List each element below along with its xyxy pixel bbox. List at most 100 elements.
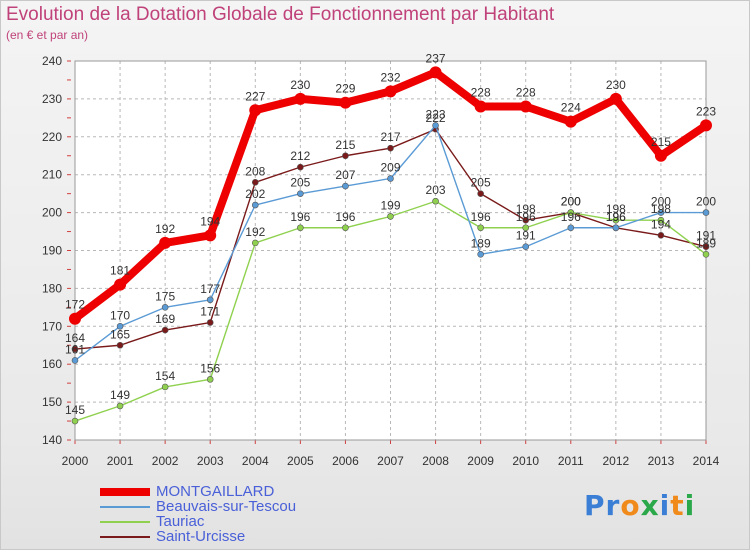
chart-subtitle: (en € et par an) bbox=[6, 28, 89, 42]
data-label: 224 bbox=[561, 101, 581, 115]
plot-area bbox=[75, 61, 706, 440]
plot-border bbox=[74, 60, 707, 441]
data-point bbox=[116, 402, 124, 410]
data-label: 189 bbox=[696, 236, 716, 250]
legend-swatch bbox=[100, 536, 150, 538]
data-point bbox=[294, 92, 307, 105]
data-point bbox=[249, 104, 262, 117]
y-tick-label: 190 bbox=[42, 244, 62, 258]
data-label: 205 bbox=[471, 176, 491, 190]
data-point bbox=[564, 115, 577, 128]
data-point bbox=[522, 243, 530, 251]
data-point bbox=[384, 85, 397, 98]
data-label: 209 bbox=[380, 160, 400, 174]
data-point bbox=[342, 152, 349, 160]
data-point bbox=[114, 278, 127, 291]
data-label: 145 bbox=[65, 403, 85, 417]
data-point bbox=[206, 296, 214, 304]
data-label: 196 bbox=[606, 210, 626, 224]
legend-label: MONTGAILLARD bbox=[156, 483, 275, 500]
data-point bbox=[477, 224, 484, 232]
data-point bbox=[206, 319, 214, 326]
y-tick-label: 200 bbox=[42, 206, 62, 220]
data-label: 202 bbox=[245, 187, 265, 201]
data-label: 237 bbox=[426, 51, 446, 65]
data-label: 169 bbox=[155, 312, 175, 326]
y-tick-label: 150 bbox=[42, 395, 62, 409]
data-point bbox=[657, 209, 665, 216]
x-tick-label: 2002 bbox=[152, 454, 179, 468]
data-label: 189 bbox=[471, 236, 491, 250]
x-tick-label: 2000 bbox=[62, 454, 89, 468]
data-label: 196 bbox=[471, 210, 491, 224]
data-label: 198 bbox=[606, 202, 626, 216]
data-point bbox=[387, 175, 394, 182]
x-tick-label: 2004 bbox=[242, 454, 269, 468]
data-label: 212 bbox=[290, 149, 310, 163]
x-tick-label: 2013 bbox=[648, 454, 675, 468]
data-label: 217 bbox=[380, 130, 400, 144]
legend-label: Saint-Urcisse bbox=[156, 528, 246, 545]
logo-letter: i bbox=[684, 489, 696, 522]
data-label: 228 bbox=[471, 85, 491, 99]
data-point bbox=[567, 224, 575, 232]
y-tick-label: 170 bbox=[42, 319, 62, 333]
data-point bbox=[612, 216, 620, 224]
data-point bbox=[339, 96, 352, 109]
data-label: 198 bbox=[651, 202, 671, 216]
data-label: 196 bbox=[335, 210, 355, 224]
data-point bbox=[251, 201, 259, 209]
legend-swatch bbox=[100, 521, 150, 523]
data-point bbox=[432, 197, 439, 205]
data-label: 170 bbox=[110, 308, 130, 322]
data-point bbox=[567, 209, 575, 216]
data-label: 227 bbox=[245, 89, 265, 103]
data-point bbox=[206, 376, 214, 383]
data-label: 161 bbox=[65, 342, 85, 356]
data-label: 207 bbox=[335, 168, 355, 182]
data-point bbox=[161, 304, 169, 311]
data-point bbox=[702, 243, 710, 251]
data-label: 194 bbox=[651, 217, 671, 231]
data-label: 196 bbox=[561, 210, 581, 224]
data-point bbox=[522, 224, 530, 232]
logo-letter: o bbox=[620, 489, 641, 522]
data-point bbox=[204, 229, 217, 242]
data-point bbox=[474, 100, 487, 113]
data-point bbox=[432, 122, 439, 129]
data-point bbox=[342, 182, 349, 190]
data-label: 194 bbox=[200, 214, 220, 228]
x-tick-label: 2008 bbox=[422, 454, 449, 468]
y-tick-label: 140 bbox=[42, 433, 62, 447]
data-label: 191 bbox=[696, 229, 716, 243]
data-label: 192 bbox=[245, 225, 265, 239]
data-label: 171 bbox=[200, 305, 220, 319]
data-point bbox=[702, 250, 710, 258]
data-label: 172 bbox=[65, 298, 85, 312]
data-label: 223 bbox=[696, 104, 716, 118]
data-label: 154 bbox=[155, 369, 175, 383]
x-tick-label: 2014 bbox=[693, 454, 720, 468]
logo-letter: i bbox=[659, 489, 671, 522]
x-tick-label: 2007 bbox=[377, 454, 404, 468]
data-point bbox=[654, 149, 667, 162]
data-label: 196 bbox=[606, 210, 626, 224]
data-point bbox=[297, 190, 304, 197]
y-tick-label: 240 bbox=[42, 54, 62, 68]
data-label: 149 bbox=[110, 388, 130, 402]
data-label: 203 bbox=[426, 183, 446, 197]
data-label: 205 bbox=[290, 176, 310, 190]
data-label: 232 bbox=[380, 70, 400, 84]
x-tick-label: 2005 bbox=[287, 454, 314, 468]
legend-swatch bbox=[100, 506, 150, 508]
data-point bbox=[251, 178, 259, 186]
data-label: 200 bbox=[696, 195, 716, 209]
x-tick-label: 2009 bbox=[467, 454, 494, 468]
x-tick-label: 2012 bbox=[603, 454, 630, 468]
data-label: 230 bbox=[606, 78, 626, 92]
data-point bbox=[387, 213, 394, 220]
data-label: 200 bbox=[561, 195, 581, 209]
x-tick-label: 2003 bbox=[197, 454, 224, 468]
data-label: 228 bbox=[516, 85, 536, 99]
